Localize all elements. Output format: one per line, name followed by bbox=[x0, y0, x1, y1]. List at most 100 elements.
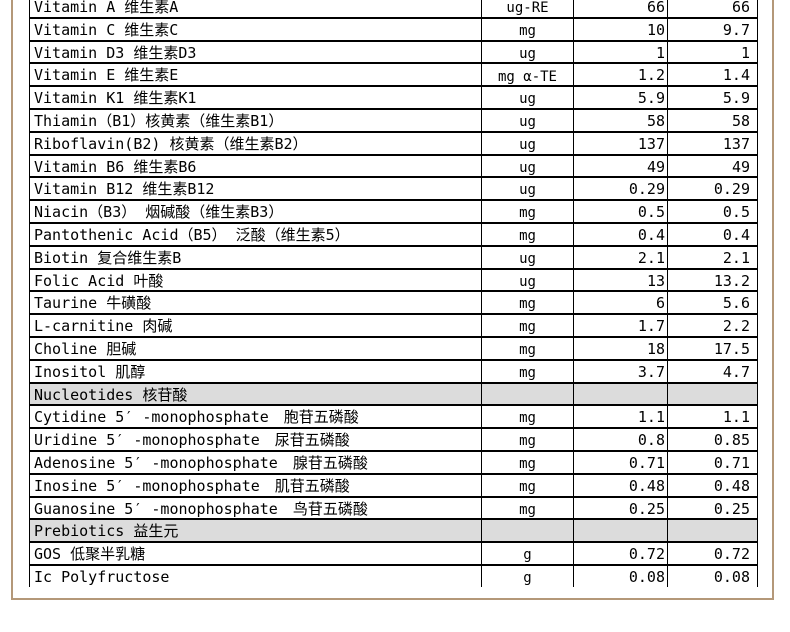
table-row: Vitamin E 维生素E mg α-TE 1.2 1.4 bbox=[29, 62, 758, 88]
value-2-cell: 0.08 bbox=[667, 563, 758, 587]
value-2-cell: 0.72 bbox=[667, 541, 758, 566]
section-header-row: Nucleotides 核苷酸 bbox=[29, 381, 758, 407]
table-row: Taurine 牛磺酸 mg 6 5.6 bbox=[29, 290, 758, 316]
value-2-cell: 0.5 bbox=[667, 199, 758, 224]
nutrient-name-cell: Vitamin B6 维生素B6 bbox=[29, 153, 482, 179]
unit-cell: mg bbox=[481, 313, 574, 338]
value-2-cell: 0.4 bbox=[667, 221, 758, 247]
value-2-cell: 1.4 bbox=[667, 62, 758, 88]
value-2-cell: 2.2 bbox=[667, 313, 758, 338]
nutrient-name-cell: Niacin（B3） 烟碱酸（维生素B3） bbox=[29, 199, 482, 224]
unit-cell: mg bbox=[481, 449, 574, 475]
table-row: Pantothenic Acid（B5） 泛酸（维生素5） mg 0.4 0.4 bbox=[29, 221, 758, 247]
unit-cell: ug bbox=[481, 244, 574, 270]
nutrient-name-cell: Vitamin D3 维生素D3 bbox=[29, 39, 482, 65]
nutrient-name-cell: Riboflavin(B2) 核黄素（维生素B2） bbox=[29, 130, 482, 156]
value-2-cell: 66 bbox=[667, 0, 758, 19]
table-row: Ic Polyfructose g 0.08 0.08 bbox=[29, 563, 758, 587]
nutrient-name-cell: Vitamin B12 维生素B12 bbox=[29, 176, 482, 202]
unit-cell: mg α-TE bbox=[481, 62, 574, 88]
unit-cell: mg bbox=[481, 427, 574, 452]
value-2-cell: 17.5 bbox=[667, 335, 758, 361]
unit-cell bbox=[481, 381, 574, 407]
unit-cell: g bbox=[481, 563, 574, 587]
unit-cell: ug bbox=[481, 85, 574, 110]
unit-cell: mg bbox=[481, 290, 574, 316]
value-1-cell: 0.29 bbox=[573, 176, 668, 202]
table-row: Inositol 肌醇 mg 3.7 4.7 bbox=[29, 358, 758, 384]
value-1-cell: 0.48 bbox=[573, 472, 668, 498]
unit-cell: mg bbox=[481, 199, 574, 224]
unit-cell: g bbox=[481, 541, 574, 566]
table-row: Thiamin（B1）核黄素（维生素B1） ug 58 58 bbox=[29, 107, 758, 133]
value-1-cell: 18 bbox=[573, 335, 668, 361]
section-header-row: Prebiotics 益生元 bbox=[29, 518, 758, 544]
table-row: Folic Acid 叶酸 ug 13 13.2 bbox=[29, 267, 758, 293]
value-2-cell: 5.9 bbox=[667, 85, 758, 110]
nutrient-name-cell: L-carnitine 肉碱 bbox=[29, 313, 482, 338]
value-1-cell: 0.72 bbox=[573, 541, 668, 566]
nutrient-name-cell: Vitamin C 维生素C bbox=[29, 16, 482, 42]
value-1-cell: 58 bbox=[573, 107, 668, 133]
nutrient-name-cell: Vitamin A 维生素A bbox=[29, 0, 482, 19]
value-2-cell: 0.25 bbox=[667, 495, 758, 521]
value-2-cell: 1.1 bbox=[667, 404, 758, 430]
unit-cell: ug bbox=[481, 176, 574, 202]
table-row: L-carnitine 肉碱 mg 1.7 2.2 bbox=[29, 313, 758, 338]
unit-cell: ug bbox=[481, 107, 574, 133]
value-2-cell: 0.71 bbox=[667, 449, 758, 475]
table-row: Guanosine 5′ -monophosphate 鸟苷五磷酸 mg 0.2… bbox=[29, 495, 758, 521]
value-1-cell: 3.7 bbox=[573, 358, 668, 384]
unit-cell: mg bbox=[481, 221, 574, 247]
table-row: Vitamin D3 维生素D3 ug 1 1 bbox=[29, 39, 758, 65]
value-2-cell: 0.85 bbox=[667, 427, 758, 452]
table-row: Vitamin A 维生素A ug-RE 66 66 bbox=[29, 0, 758, 19]
nutrient-name-cell: Adenosine 5′ -monophosphate 腺苷五磷酸 bbox=[29, 449, 482, 475]
nutrient-name-cell: Prebiotics 益生元 bbox=[29, 518, 482, 544]
table-row: Vitamin K1 维生素K1 ug 5.9 5.9 bbox=[29, 85, 758, 110]
value-1-cell bbox=[573, 381, 668, 407]
value-2-cell: 5.6 bbox=[667, 290, 758, 316]
value-1-cell: 1 bbox=[573, 39, 668, 65]
value-1-cell: 0.4 bbox=[573, 221, 668, 247]
table-row: Uridine 5′ -monophosphate 尿苷五磷酸 mg 0.8 0… bbox=[29, 427, 758, 452]
nutrient-name-cell: Guanosine 5′ -monophosphate 鸟苷五磷酸 bbox=[29, 495, 482, 521]
value-1-cell: 6 bbox=[573, 290, 668, 316]
unit-cell: ug-RE bbox=[481, 0, 574, 19]
value-1-cell bbox=[573, 518, 668, 544]
value-1-cell: 10 bbox=[573, 16, 668, 42]
unit-cell bbox=[481, 518, 574, 544]
nutrient-name-cell: Cytidine 5′ -monophosphate 胞苷五磷酸 bbox=[29, 404, 482, 430]
value-1-cell: 0.5 bbox=[573, 199, 668, 224]
value-2-cell: 2.1 bbox=[667, 244, 758, 270]
value-1-cell: 1.1 bbox=[573, 404, 668, 430]
unit-cell: mg bbox=[481, 16, 574, 42]
nutrient-name-cell: Vitamin E 维生素E bbox=[29, 62, 482, 88]
nutrition-facts-table: Vitamin A 维生素A ug-RE 66 66 Vitamin C 维生素… bbox=[29, 0, 758, 587]
value-2-cell: 0.29 bbox=[667, 176, 758, 202]
nutrient-name-cell: Biotin 复合维生素B bbox=[29, 244, 482, 270]
value-2-cell bbox=[667, 518, 758, 544]
unit-cell: mg bbox=[481, 495, 574, 521]
unit-cell: ug bbox=[481, 39, 574, 65]
value-2-cell: 49 bbox=[667, 153, 758, 179]
table-row: GOS 低聚半乳糖 g 0.72 0.72 bbox=[29, 541, 758, 566]
value-1-cell: 13 bbox=[573, 267, 668, 293]
value-1-cell: 137 bbox=[573, 130, 668, 156]
nutrient-name-cell: Nucleotides 核苷酸 bbox=[29, 381, 482, 407]
value-1-cell: 0.08 bbox=[573, 563, 668, 587]
table-row: Adenosine 5′ -monophosphate 腺苷五磷酸 mg 0.7… bbox=[29, 449, 758, 475]
table-row: Vitamin B12 维生素B12 ug 0.29 0.29 bbox=[29, 176, 758, 202]
unit-cell: mg bbox=[481, 358, 574, 384]
value-1-cell: 49 bbox=[573, 153, 668, 179]
value-1-cell: 1.7 bbox=[573, 313, 668, 338]
unit-cell: ug bbox=[481, 267, 574, 293]
table-row: Cytidine 5′ -monophosphate 胞苷五磷酸 mg 1.1 … bbox=[29, 404, 758, 430]
value-1-cell: 2.1 bbox=[573, 244, 668, 270]
table-clip-region: Vitamin A 维生素A ug-RE 66 66 Vitamin C 维生素… bbox=[29, 0, 759, 587]
value-2-cell: 0.48 bbox=[667, 472, 758, 498]
value-1-cell: 66 bbox=[573, 0, 668, 19]
nutrient-name-cell: Folic Acid 叶酸 bbox=[29, 267, 482, 293]
unit-cell: mg bbox=[481, 335, 574, 361]
